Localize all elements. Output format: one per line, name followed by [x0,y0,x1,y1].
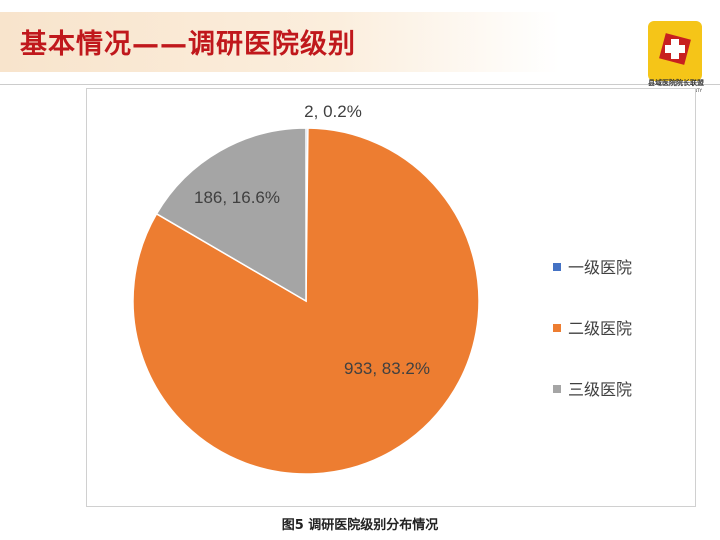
association-logo [648,21,702,81]
data-label: 2, 0.2% [304,102,362,121]
divider [0,84,720,85]
data-label: 933, 83.2% [344,359,430,378]
chart-area: 2, 0.2% 933, 83.2% 186, 16.6% 一级医院二级医院三级医院 [86,88,696,507]
slide-title: 基本情况——调研医院级别 [20,29,356,60]
legend-swatch [553,385,561,393]
legend-swatch [553,324,561,332]
legend-label: 一级医院 [568,258,632,277]
logo-text: 县域医院院长联盟 [648,79,704,87]
figure-caption: 图5 调研医院级别分布情况 [281,518,439,533]
data-label: 186, 16.6% [194,188,280,207]
title-banner [0,12,560,72]
pie-slice-3 [155,127,307,303]
legend-label: 二级医院 [568,319,632,338]
legend-label: 三级医院 [568,380,632,399]
legend-swatch [553,263,561,271]
